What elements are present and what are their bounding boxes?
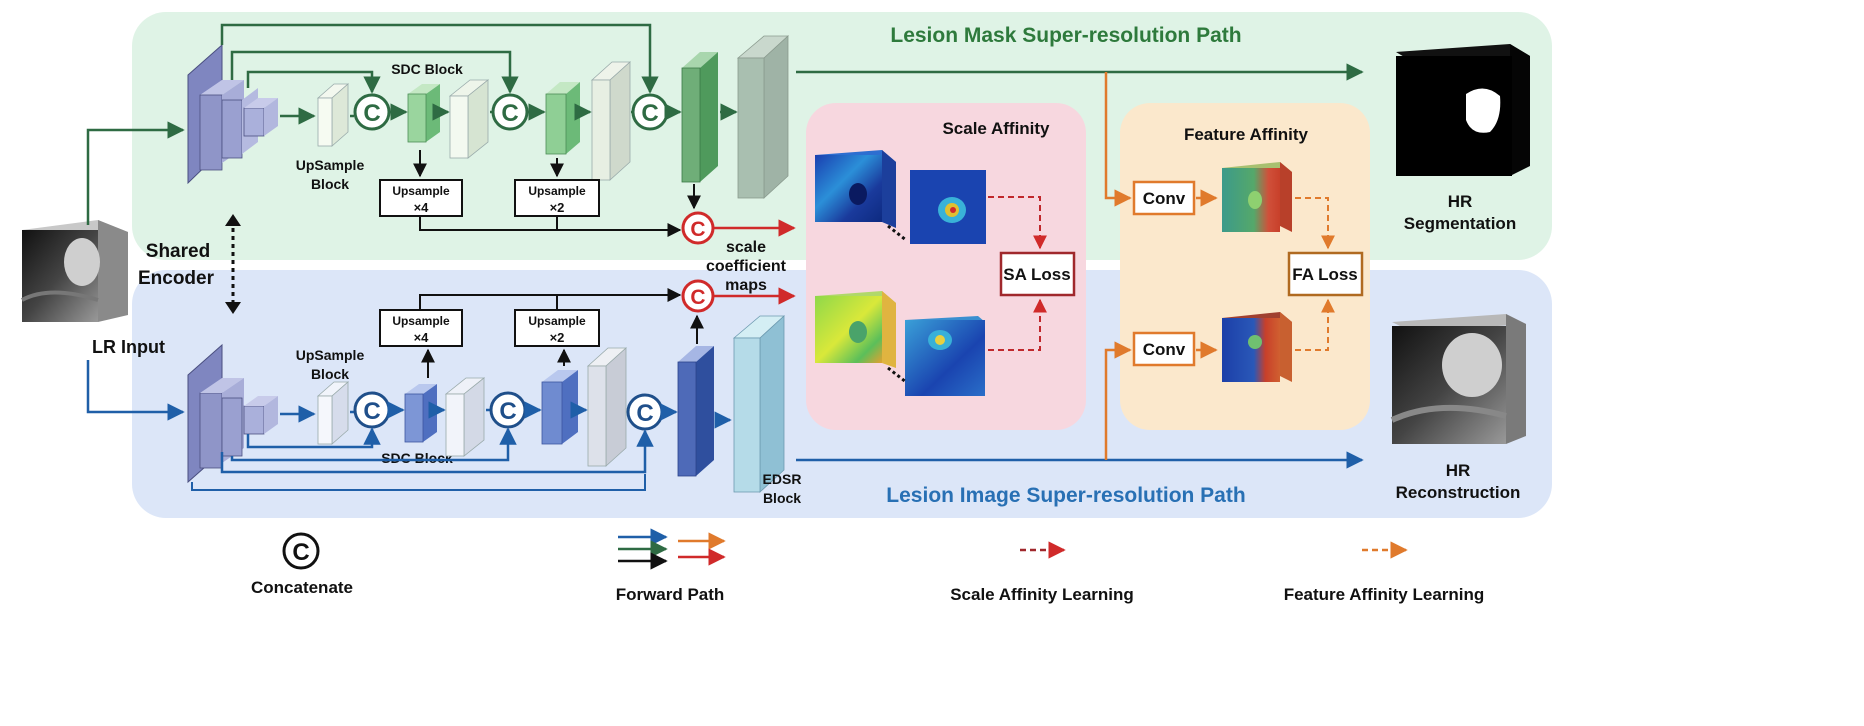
mask-concat-3: C [631,93,669,131]
fa-loss-label: FA Loss [1292,265,1358,284]
mask-sdc-block-2 [545,82,580,155]
image-upsample-block-2 [444,377,486,457]
scale-feature-map-mask-large [815,150,896,228]
image-sdc-block-label: SDC Block [381,450,453,466]
svg-text:C: C [636,400,653,427]
mask-upsample-x4-factor: ×4 [414,200,430,215]
conv-label-mask: Conv [1143,189,1186,208]
shared-encoder-arrowheads [225,214,241,314]
image-upsample-x4-label: Upsample [392,314,450,328]
input-to-image-arrow [86,360,185,421]
image-path-title: Lesion Image Super-resolution Path [886,484,1245,507]
mask-upsample-x2-label: Upsample [528,184,586,198]
image-encoder [187,343,278,484]
sa-loss-label: SA Loss [1003,265,1070,284]
lr-input-image [21,220,128,322]
image-upsample-block-3 [586,347,628,467]
hr-reconstruction-label-2: Reconstruction [1396,483,1521,502]
mask-skip-mid [230,50,519,94]
mask-edsr-block [736,35,790,199]
shared-encoder-label-1: Shared [146,241,210,262]
scale-feature-map-mask-small [910,170,986,244]
scale-coeff-label-3: maps [725,277,767,294]
conv-box-image [1132,331,1196,367]
mask-upsample-x2-factor: ×2 [550,200,565,215]
feature-map-image [1222,312,1292,382]
feature-map-mask [1222,162,1292,232]
hr-segmentation-label-2: Segmentation [1404,214,1516,233]
svg-text:C: C [363,100,380,127]
mask-upsample-x2-box [514,179,600,217]
mask-encoder [187,43,278,185]
mask-upsample-block-2 [448,79,490,159]
fa-loss-box [1287,251,1364,297]
scale-feature-map-image-small [905,316,985,396]
image-sdc-block-2 [541,370,578,445]
scale-coeff-label-2: coefficient [706,258,787,275]
mask-skip-short [246,70,381,94]
conv-box-mask [1132,180,1196,216]
mask-sdc-block [407,84,440,143]
mask-path-title: Lesion Mask Super-resolution Path [890,24,1241,47]
legend-scale-affinity-label: Scale Affinity Learning [950,585,1134,604]
scale-coeff-label-1: scale [726,239,766,256]
svg-text:C: C [690,218,705,241]
mask-upsample-label-2: Block [311,176,349,192]
image-upsample-x2-factor: ×2 [550,330,565,345]
svg-text:C: C [363,398,380,425]
svg-text:C: C [501,100,518,127]
legend-forward-path-label: Forward Path [616,585,725,604]
image-concat-3: C [626,393,664,431]
image-concat-1: C [353,391,391,429]
hr-reconstruction-image [1390,314,1526,444]
edsr-label-1: EDSR [763,471,802,487]
mask-sdc-block-label: SDC Block [391,61,463,77]
mask-skip-long [220,23,659,94]
edsr-label-2: Block [763,490,801,506]
mask-concat-1: C [353,93,391,131]
image-upsample-x4-factor: ×4 [414,330,430,345]
hr-segmentation-image [1396,44,1530,176]
image-edsr-block [732,315,786,493]
hr-reconstruction-label-1: HR [1446,461,1471,480]
shared-encoder-label-2: Encoder [138,268,215,289]
image-upsample-x2-label: Upsample [528,314,586,328]
mask-upsample-block [316,83,350,147]
scale-feature-map-image-large [815,291,896,368]
conv-label-image: Conv [1143,340,1186,359]
feature-affinity-title: Feature Affinity [1184,125,1309,144]
svg-text:C: C [499,398,516,425]
image-concat-2: C [489,391,527,429]
mask-scale-concat: C [681,211,715,245]
svg-text:C: C [641,100,658,127]
image-upsample-label-2: Block [311,366,349,382]
legend-forward-arrows [618,528,726,570]
scale-affinity-title: Scale Affinity [942,119,1050,138]
image-upsample-x4-box [379,309,463,347]
svg-text:C: C [690,286,705,309]
mask-concat-2: C [491,93,529,131]
image-scale-concat: C [681,279,715,313]
lr-input-label: LR Input [92,337,165,357]
hr-segmentation-label-1: HR [1448,192,1473,211]
mask-sdc-block-3 [681,52,718,183]
legend-concatenate-label: Concatenate [251,578,353,597]
mask-upsample-x4-label: Upsample [392,184,450,198]
input-to-mask-arrow [86,121,185,225]
image-upsample-label-1: UpSample [296,347,365,363]
image-sdc-block-3 [677,346,714,477]
mask-upsample-block-3 [590,61,632,181]
image-sdc-block [404,384,437,443]
svg-text:C: C [292,539,309,566]
legend-concat-symbol: C [282,532,320,570]
sa-loss-box [999,251,1076,297]
legend-feature-affinity-label: Feature Affinity Learning [1284,585,1485,604]
mask-upsample-x4-box [379,179,463,217]
image-upsample-block [316,381,350,445]
mask-upsample-label-1: UpSample [296,157,365,173]
